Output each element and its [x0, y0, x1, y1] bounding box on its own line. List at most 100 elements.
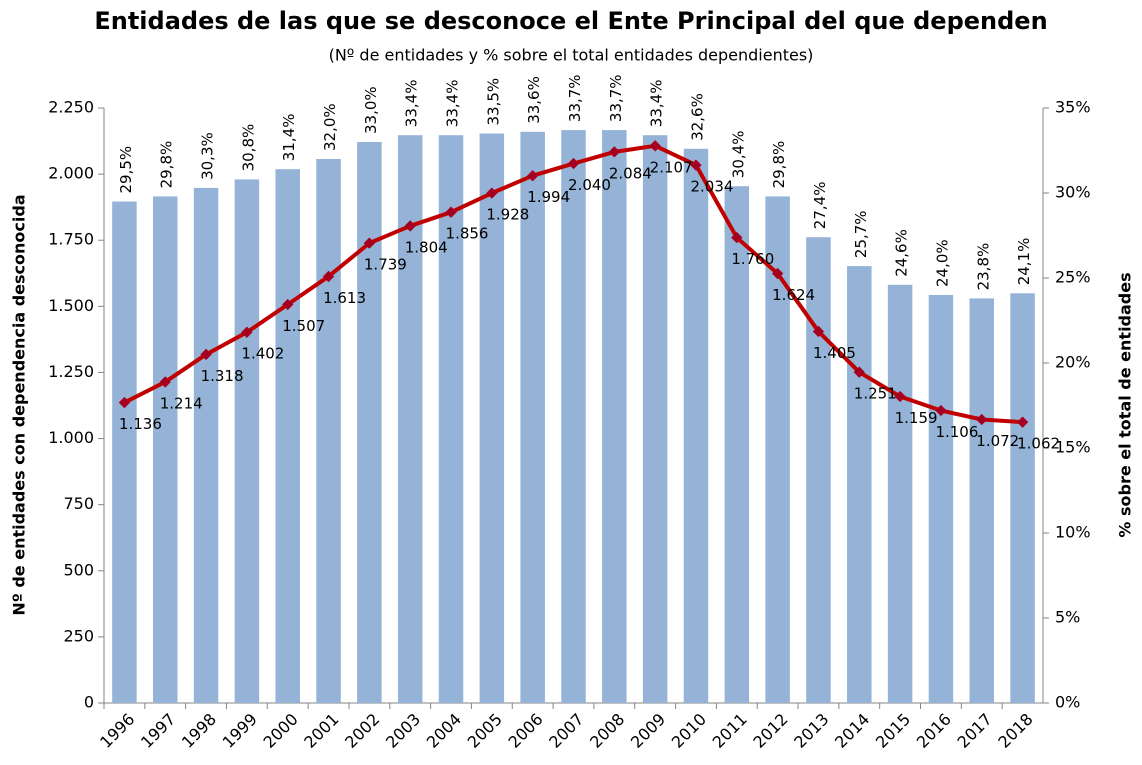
line-value-label: 2.034 — [691, 178, 734, 196]
y2-tick-label: 30% — [1055, 183, 1091, 202]
y-tick-label: 0 — [84, 693, 94, 712]
line-value-label: 1.402 — [241, 345, 284, 363]
line-value-label: 1.251 — [854, 385, 897, 403]
line-marker — [976, 413, 988, 426]
y2-axis-title: % sobre el total de entidades — [1116, 272, 1135, 537]
line-marker — [935, 404, 947, 417]
line-marker — [404, 220, 416, 232]
bar — [847, 266, 872, 703]
y-tick-label: 500 — [63, 560, 94, 579]
bar-value-label: 33,4% — [403, 80, 421, 128]
line-value-label: 1.804 — [405, 238, 448, 256]
y2-tick-label: 25% — [1055, 268, 1091, 287]
bar — [152, 196, 178, 703]
line-marker — [853, 366, 865, 378]
line-value-label: 1.214 — [160, 394, 203, 412]
line-value-label: 1.507 — [282, 317, 325, 335]
y2-tick-label: 0% — [1055, 693, 1080, 712]
bar-value-label: 24,0% — [933, 239, 951, 287]
line-marker — [567, 157, 580, 170]
y2-tick-label: 5% — [1055, 608, 1080, 627]
bar-value-label: 30,8% — [239, 124, 257, 172]
x-tick-label: 2003 — [382, 710, 424, 752]
bar — [765, 196, 790, 703]
line-value-label: 1.318 — [201, 367, 244, 385]
line-marker — [322, 270, 335, 283]
x-tick-label: 2006 — [504, 710, 546, 752]
bar — [969, 298, 995, 703]
bar — [887, 284, 913, 703]
line-marker — [812, 325, 825, 338]
bar-value-label: 24,6% — [893, 229, 911, 277]
x-tick-label: 2010 — [668, 710, 710, 752]
bar — [602, 130, 627, 704]
y-tick-label: 1.750 — [48, 230, 94, 249]
bar-value-label: 33,0% — [362, 86, 380, 134]
line-value-label: 1.739 — [364, 256, 407, 274]
line-value-label: 1.106 — [935, 423, 978, 441]
y-tick-label: 750 — [63, 494, 94, 513]
bar-value-label: 33,7% — [566, 74, 584, 122]
x-tick-label: 1999 — [219, 710, 261, 752]
bar — [438, 135, 464, 703]
line-value-label: 1.072 — [976, 432, 1019, 450]
bar-value-label: 32,0% — [321, 103, 339, 151]
bar — [806, 237, 831, 703]
x-tick-label: 2007 — [545, 710, 587, 752]
line-marker — [363, 237, 376, 249]
line-marker — [241, 326, 253, 338]
line-marker — [731, 231, 743, 244]
bar — [683, 148, 709, 704]
line-value-label: 1.613 — [323, 289, 366, 307]
bar — [642, 135, 668, 703]
bar-value-label: 23,8% — [974, 243, 992, 291]
x-tick-label: 2002 — [341, 710, 383, 752]
bar — [357, 142, 382, 703]
x-tick-label: 1998 — [178, 710, 220, 752]
y2-tick-label: 35% — [1055, 98, 1091, 117]
x-tick-label: 2017 — [954, 710, 996, 752]
line-value-label: 1.928 — [486, 206, 529, 224]
bar — [316, 159, 341, 703]
x-tick-label: 1996 — [96, 710, 138, 752]
line-value-label: 1.159 — [895, 409, 938, 427]
line-marker — [445, 206, 457, 218]
bar — [479, 133, 505, 703]
y2-tick-label: 20% — [1055, 353, 1091, 372]
x-tick-label: 2013 — [790, 710, 832, 752]
line-marker — [527, 170, 539, 182]
line-value-label: 1.856 — [446, 225, 489, 243]
chart-subtitle: (Nº de entidades y % sobre el total enti… — [329, 46, 814, 65]
bar-value-label: 29,5% — [117, 146, 135, 194]
bar-value-label: 33,4% — [648, 80, 666, 128]
bar — [112, 201, 137, 703]
bar — [234, 179, 260, 703]
x-tick-label: 2012 — [749, 710, 791, 752]
line-marker — [649, 140, 661, 152]
bar-value-label: 30,4% — [729, 131, 747, 179]
x-tick-label: 2000 — [260, 710, 302, 752]
line-marker — [159, 376, 171, 388]
y-tick-label: 1.250 — [48, 362, 94, 381]
bar — [520, 131, 545, 704]
bar — [724, 186, 750, 703]
y-tick-label: 2.000 — [48, 164, 94, 183]
bar — [275, 169, 300, 703]
bar — [193, 187, 219, 703]
x-tick-label: 2005 — [464, 710, 506, 752]
bar-value-label: 24,1% — [1015, 238, 1033, 286]
y-axis-title: Nº de entidades con dependencia desconoc… — [10, 194, 29, 615]
chart-title: Entidades de las que se desconoce el Ent… — [94, 7, 1047, 35]
line-marker — [771, 267, 784, 280]
bar-value-label: 27,4% — [811, 182, 829, 230]
bar-value-label: 33,5% — [484, 78, 502, 126]
bar-value-label: 33,4% — [444, 80, 462, 128]
line-value-label: 2.040 — [568, 176, 611, 194]
line-marker — [690, 159, 702, 171]
y2-tick-label: 10% — [1055, 523, 1091, 542]
line-marker — [282, 298, 294, 311]
x-tick-label: 2011 — [709, 710, 751, 752]
y-tick-label: 1.500 — [48, 296, 94, 315]
line-marker — [608, 146, 620, 158]
